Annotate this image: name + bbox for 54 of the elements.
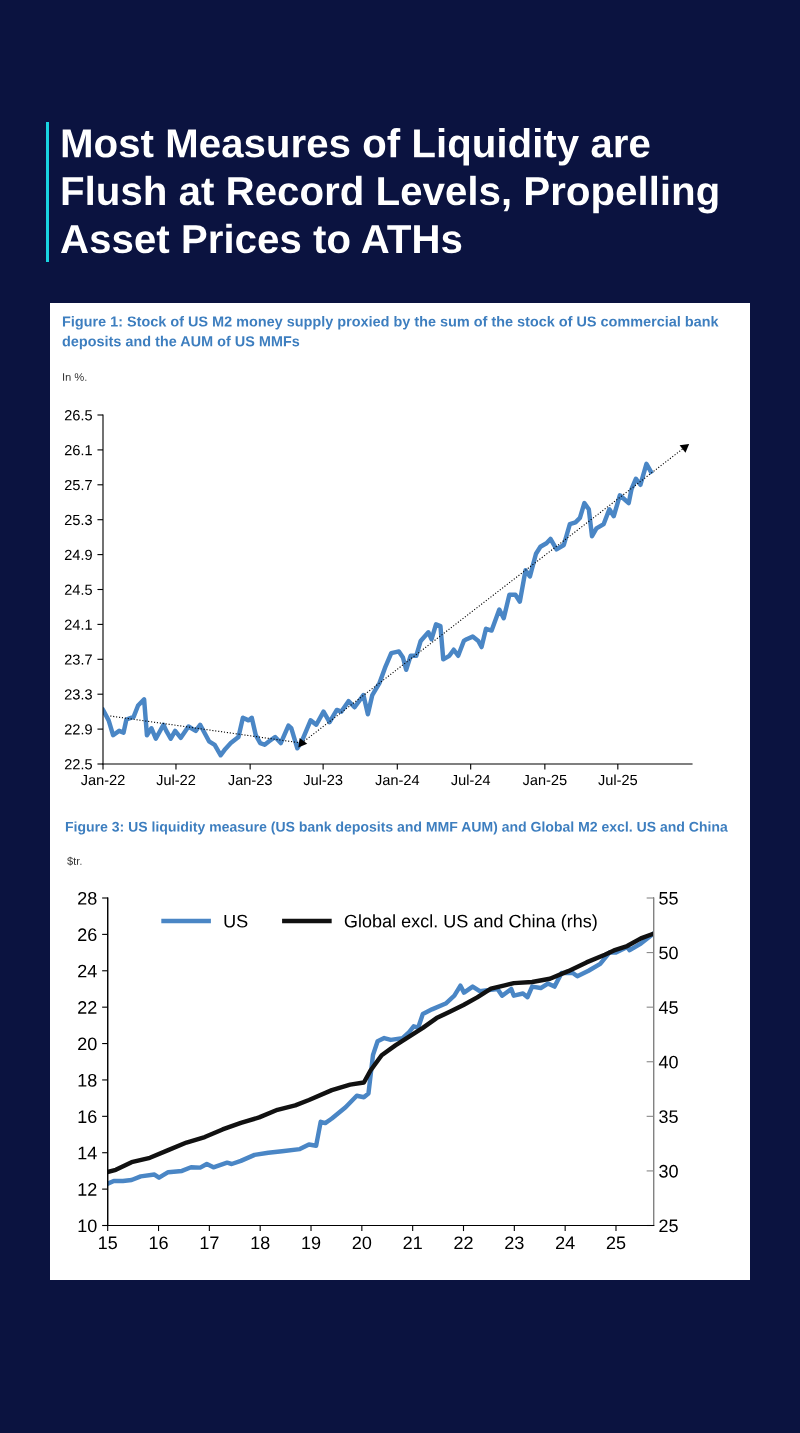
y-tick-label: 24.5 [64, 584, 92, 595]
x-tick-label: 23 [505, 1236, 524, 1250]
y-tick-label: 25.7 [64, 479, 92, 491]
y-tick-label: 22.9 [64, 724, 92, 735]
x-tick-label: Jan-23 [228, 774, 272, 786]
chart-subtitle: Figure 1: Stock of US M2 money supply proxied by the sum of the stock of US commercial bank deposits and the AUM of US MMFs [62, 316, 719, 350]
y2-tick-label: 30 [659, 1164, 678, 1178]
y-tick-label: 24.1 [64, 619, 92, 630]
y-tick-label: 10 [78, 1219, 97, 1233]
y-tick-label: 23.3 [64, 689, 92, 700]
x-tick-label: 25 [606, 1236, 626, 1250]
x-tick-label: 20 [352, 1236, 372, 1250]
x-tick-label: Jan-24 [375, 774, 420, 786]
y-tick-label: 23.7 [64, 654, 92, 665]
x-tick-label: Jan-22 [80, 774, 125, 786]
x-tick-label: Jul-25 [598, 774, 638, 786]
y2-tick-label: 55 [659, 892, 678, 905]
y-tick-label: 22 [78, 1001, 97, 1014]
x-tick-label: 17 [200, 1236, 219, 1249]
y-tick-label: 24 [78, 964, 97, 978]
x-tick-label: 19 [302, 1236, 321, 1250]
x-tick-label: 16 [149, 1236, 168, 1250]
x-tick-label: 15 [99, 1236, 117, 1250]
chart-title: Most Measures of Liquidity are Flush at Record Levels, Propelling Asset Prices to ATHs [61, 128, 718, 254]
y-tick-label: 22.5 [64, 759, 92, 770]
y-tick-label: 26 [78, 928, 97, 942]
y2-tick-label: 50 [659, 946, 678, 960]
y-tick-label: 24.9 [64, 549, 92, 561]
y-tick-label: 26.1 [64, 445, 92, 456]
x-tick-label: Jan-25 [522, 774, 567, 786]
x-tick-label: Jul-23 [303, 774, 343, 786]
y2-tick-label: 40 [658, 1055, 678, 1069]
y2-tick-label: 45 [658, 1001, 678, 1014]
x-tick-label: Jul-24 [451, 774, 491, 786]
y-tick-label: 20 [78, 1037, 97, 1051]
y-tick-label: 25.3 [64, 514, 92, 526]
y-tick-label: 26.5 [64, 410, 92, 421]
y-axis-title: In %. [63, 373, 87, 381]
x-tick-label: 18 [251, 1236, 270, 1250]
y-axis-title: $tr. [67, 856, 82, 866]
y-tick-label: 14 [78, 1146, 97, 1160]
y-tick-label: 16 [78, 1110, 97, 1124]
y-tick-label: 12 [78, 1183, 97, 1196]
y-tick-label: 28 [78, 891, 97, 905]
y-tick-label: 18 [78, 1073, 97, 1087]
y2-tick-label: 25 [659, 1219, 678, 1233]
x-tick-label: 21 [403, 1236, 422, 1249]
legend-label: Global excl. US and China (rhs) [344, 914, 597, 932]
legend-label: US [224, 914, 248, 928]
x-tick-label: 24 [556, 1236, 575, 1249]
x-tick-label: Jul-22 [156, 774, 196, 786]
y2-tick-label: 35 [659, 1110, 678, 1124]
x-tick-label: 22 [454, 1236, 473, 1249]
chart-title: Figure 3: US liquidity measure (US bank deposits and MMF AUM) and Global M2 excl. US and China [65, 821, 728, 835]
